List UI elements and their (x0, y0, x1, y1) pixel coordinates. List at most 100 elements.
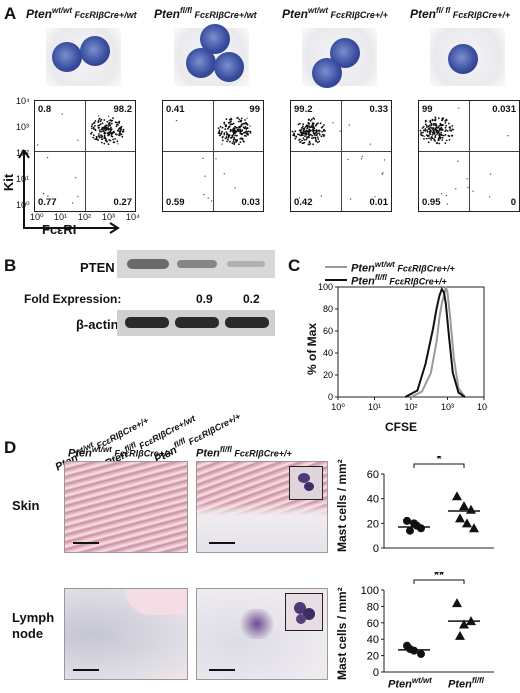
event-dot (423, 138, 425, 140)
stained-cell (448, 44, 478, 74)
events-cloud (419, 107, 509, 205)
event-dot (440, 126, 443, 129)
event-dot (320, 195, 322, 197)
event-dot (242, 123, 244, 125)
event-dot (113, 141, 116, 144)
d-xcat-1: Ptenwt/wt (388, 676, 432, 691)
event-dot (349, 198, 352, 200)
event-dot (298, 129, 301, 132)
event-dot (223, 133, 226, 136)
event-dot (239, 131, 242, 133)
event-dot (220, 133, 223, 135)
event-dot (318, 133, 321, 136)
event-dot (427, 127, 430, 130)
scale-bar (73, 669, 99, 671)
event-dot (228, 126, 230, 129)
event-dot (441, 119, 444, 121)
event-dot (426, 126, 428, 128)
event-dot (323, 124, 325, 126)
event-dot (419, 129, 422, 132)
event-dot (320, 135, 323, 138)
event-dot (434, 119, 437, 122)
event-dot (446, 130, 449, 132)
event-dot (223, 173, 225, 175)
event-dot (466, 178, 468, 180)
event-dot (434, 122, 436, 125)
data-point (452, 598, 462, 608)
event-dot (232, 122, 235, 125)
event-dot (100, 141, 103, 144)
event-dot (303, 133, 306, 135)
event-dot (234, 130, 237, 132)
c-xtick: 10² (404, 402, 417, 412)
event-dot (246, 123, 249, 125)
event-dot (427, 141, 430, 144)
event-dot (291, 130, 294, 133)
event-dot (221, 135, 224, 138)
event-dot (94, 138, 96, 141)
event-dot (301, 139, 303, 142)
event-dot (106, 120, 109, 123)
quadrant-line (213, 101, 214, 211)
event-dot (441, 136, 444, 139)
event-dot (239, 128, 242, 131)
event-dot (110, 122, 113, 125)
significance-bracket (413, 463, 465, 468)
event-dot (315, 140, 317, 143)
event-dot (448, 139, 451, 141)
scale-bar (209, 542, 235, 544)
event-dot (243, 140, 245, 143)
event-dot (304, 135, 306, 137)
event-dot (433, 130, 435, 133)
ytick: 60 (367, 469, 379, 481)
event-dot (310, 118, 313, 121)
event-dot (103, 119, 106, 121)
event-dot (424, 128, 427, 130)
event-dot (232, 134, 234, 136)
plot-frame (337, 286, 485, 398)
event-dot (425, 134, 428, 136)
event-dot (94, 120, 97, 122)
event-dot (433, 132, 436, 135)
lymph-node-image-wt (64, 588, 188, 680)
event-dot (114, 138, 116, 140)
event-dot (428, 132, 431, 135)
pten-blot-label: PTEN (80, 260, 115, 275)
kit-axis-label: Kit (1, 173, 17, 192)
event-dot (429, 126, 432, 128)
quadrant-value-ll: 0.95 (422, 197, 441, 208)
event-dot (228, 121, 231, 124)
facs-plot-1: 0.8 98.2 0.77 0.27 (34, 100, 136, 212)
event-dot (315, 134, 317, 137)
event-dot (234, 126, 237, 128)
event-dot (107, 132, 110, 135)
event-dot (109, 119, 112, 122)
event-dot (99, 123, 102, 126)
quadrant-value-lr: 0.27 (113, 197, 133, 208)
event-dot (245, 121, 247, 124)
a-ytick: 10¹ (16, 174, 30, 184)
quadrant-value-ul: 0.41 (166, 104, 185, 115)
event-dot (298, 139, 300, 141)
a-xtick: 10³ (102, 212, 116, 222)
panel-b-label: B (4, 256, 17, 275)
stained-cell (80, 36, 110, 66)
event-dot (104, 124, 107, 127)
event-dot (467, 186, 469, 189)
event-dot (238, 118, 241, 121)
event-dot (315, 130, 318, 132)
event-dot (242, 126, 245, 129)
stained-cell (214, 52, 244, 82)
event-dot (489, 173, 492, 175)
event-dot (429, 129, 432, 131)
event-dot (302, 123, 305, 126)
event-dot (432, 123, 435, 125)
event-dot (422, 131, 424, 134)
skin-image-wt (64, 461, 188, 553)
event-dot (332, 122, 334, 124)
event-dot (244, 119, 246, 121)
event-dot (298, 197, 301, 199)
event-dot (240, 132, 243, 135)
event-dot (71, 202, 74, 204)
event-dot (108, 122, 111, 125)
